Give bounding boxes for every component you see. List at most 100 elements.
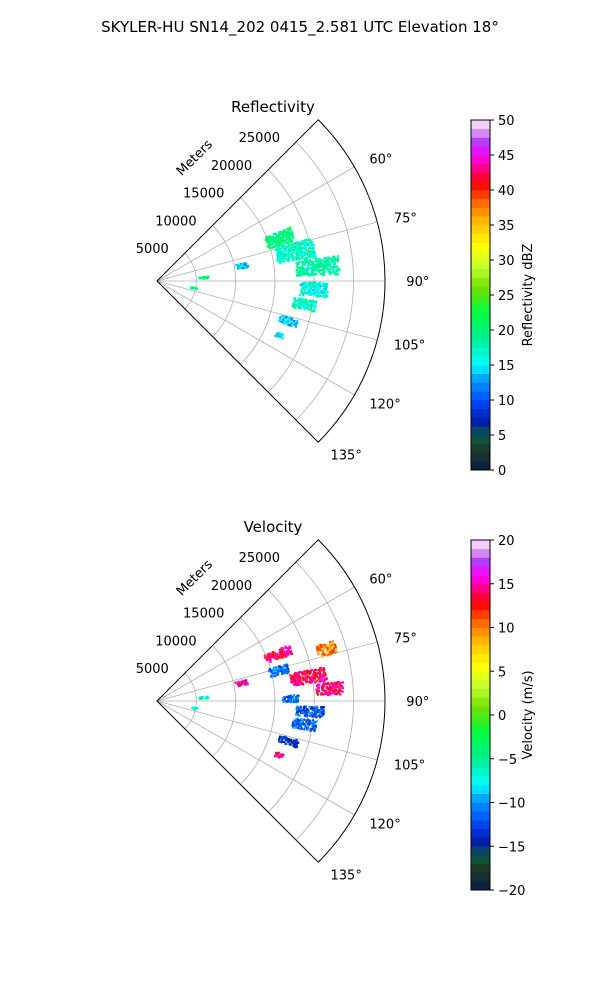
echo-gate [301, 263, 304, 266]
colorbar-segment [471, 548, 490, 558]
echo-gate [269, 659, 272, 662]
echo-gate [326, 647, 329, 650]
echo-gate [323, 260, 326, 263]
echo-gate [282, 246, 285, 249]
echo-gate [296, 727, 299, 730]
echo-gate [269, 660, 272, 663]
echo-gate [291, 259, 294, 262]
echo-gate [263, 654, 266, 657]
echo-gate [301, 288, 304, 291]
azimuth-tick-label: 120° [369, 398, 400, 413]
colorbar-segment [471, 461, 490, 471]
echo-gate [283, 249, 286, 252]
echo-gate [323, 674, 326, 677]
echo-gate [286, 236, 289, 239]
echo-gate [323, 266, 326, 269]
echo-gate [200, 696, 203, 699]
colorbar-tick-label: −20 [498, 884, 525, 899]
echo-gate [246, 681, 249, 684]
echo-gate [329, 683, 332, 686]
echo-gate [301, 292, 304, 295]
echo-gate [311, 290, 314, 293]
echo-gate [280, 670, 283, 673]
echo-gate [280, 647, 283, 650]
azimuth-tick-label: 120° [369, 818, 400, 833]
echo-gate [314, 705, 317, 709]
colorbar-segment [471, 382, 490, 392]
echo-gate [326, 644, 329, 647]
echo-gate [309, 676, 312, 679]
echo-gate [304, 256, 307, 260]
echo-gate [332, 268, 335, 271]
echo-gate [301, 302, 304, 305]
echo-gate [294, 676, 297, 679]
echo-gate [316, 268, 319, 271]
echo-gate [312, 265, 315, 268]
echo-gate [244, 265, 247, 268]
echo-gate [307, 268, 310, 271]
colorbar-tick-label: −5 [498, 753, 517, 768]
echo-gate [319, 649, 322, 652]
echo-gate [285, 254, 288, 257]
echo-gate [302, 298, 305, 301]
echo-gate [289, 318, 292, 322]
colorbar-segment [471, 330, 490, 340]
echo-gate [324, 262, 328, 265]
azimuth-line [156, 166, 355, 282]
echo-gate [290, 680, 293, 683]
echo-gate [290, 246, 293, 250]
echo-gate [282, 232, 285, 235]
echo-gate [269, 244, 272, 247]
echo-gate [321, 264, 325, 267]
echo-gate [314, 257, 317, 260]
echo-gate [319, 291, 322, 294]
echo-gate [333, 264, 336, 267]
echo-gate [280, 666, 283, 669]
echo-gate [310, 262, 314, 265]
echo-gate [287, 698, 290, 701]
echo-gate [307, 723, 310, 726]
echo-gate [283, 737, 287, 740]
echo-gate [303, 714, 306, 717]
colorbar-tick-label: 5 [498, 665, 506, 680]
echo-gate [296, 722, 299, 725]
echo-gate [324, 689, 327, 693]
echo-gate [311, 727, 314, 731]
echo-gate [276, 652, 279, 655]
echo-gate [317, 671, 320, 674]
echo-gate [312, 281, 315, 284]
colorbar-segment [471, 863, 490, 873]
echo-gate [322, 273, 325, 276]
echo-gate [296, 321, 299, 324]
echo-gate [334, 643, 337, 646]
echo-gate [322, 288, 325, 291]
echo-gate [280, 735, 283, 739]
echo-gate [287, 695, 290, 698]
echo-gate [274, 334, 277, 337]
echo-gate [272, 233, 275, 236]
echo-gate [325, 686, 328, 689]
echo-gate [319, 265, 322, 268]
colorbar-tick-label: 20 [498, 324, 515, 339]
echo-gate [313, 729, 316, 733]
echo-gate [283, 696, 286, 699]
echo-gate [302, 282, 305, 285]
echo-gate [299, 307, 302, 310]
colorbar-segment [471, 758, 490, 768]
colorbar-segment [471, 627, 490, 637]
echo-gate [314, 727, 317, 730]
echo-gate [330, 651, 333, 654]
colorbar-segment [471, 723, 490, 733]
echo-gate [335, 267, 338, 270]
echo-gate [315, 283, 318, 286]
echo-gate [277, 250, 280, 253]
echo-gate [312, 284, 315, 287]
echo-gate [321, 295, 324, 298]
colorbar-segment [471, 391, 490, 401]
echo-gate [288, 696, 291, 699]
echo-gate [318, 270, 321, 273]
colorbar-segment [471, 662, 490, 672]
echo-gate [296, 697, 299, 700]
echo-gate [332, 651, 335, 654]
echo-gate [312, 243, 316, 247]
